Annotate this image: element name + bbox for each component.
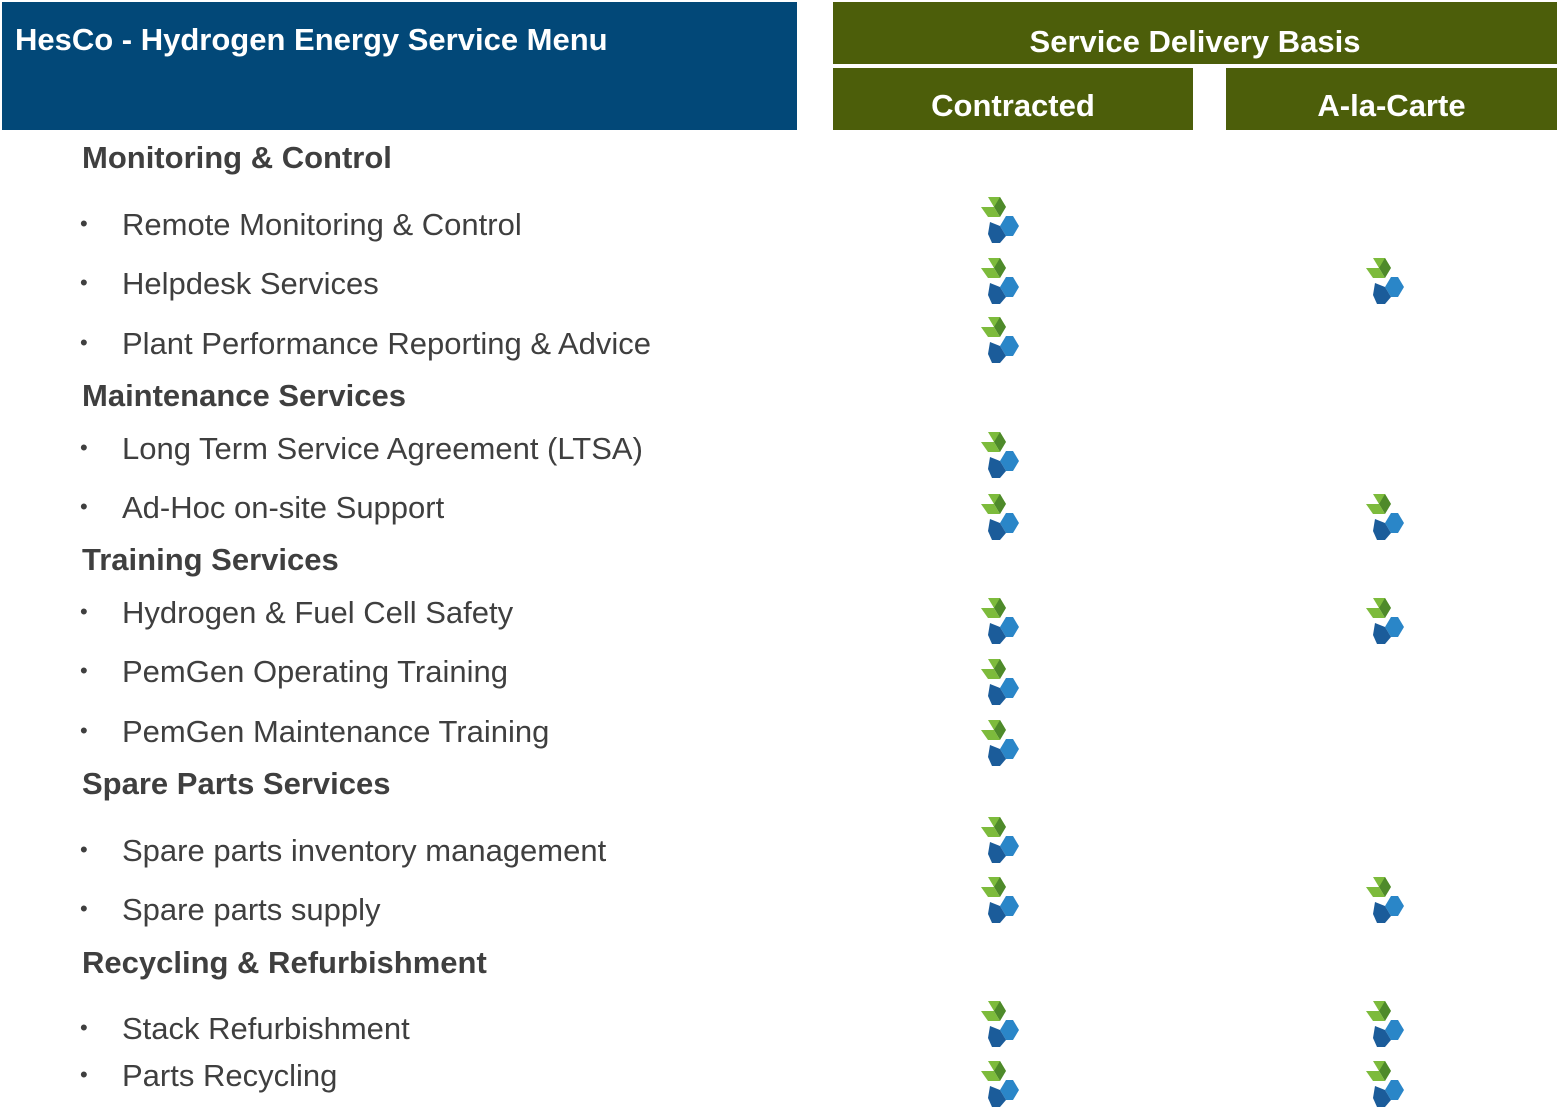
list-item: • Parts Recycling [80,1058,337,1094]
hesco-logo-icon [980,316,1020,364]
section-heading-training-services: Training Services [82,542,339,577]
list-item: • PemGen Maintenance Training [80,714,549,750]
bullet: • [80,270,88,295]
list-item-label: Ad-Hoc on-site Support [122,490,445,525]
section-heading-monitoring-control: Monitoring & Control [82,140,392,175]
list-item: • Stack Refurbishment [80,1011,410,1047]
list-item-label: Helpdesk Services [122,266,379,301]
column-header-a-la-carte: A-la-Carte [1226,68,1557,130]
bullet: • [80,330,88,355]
bullet: • [80,211,88,236]
hesco-logo-icon [1365,1000,1405,1048]
hesco-logo-icon [1365,597,1405,645]
list-item-label: Long Term Service Agreement (LTSA) [122,431,643,466]
hesco-logo-icon [1365,257,1405,305]
service-delivery-basis-header: Service Delivery Basis [833,2,1557,64]
list-item-label: Spare parts inventory management [122,833,607,868]
list-item-label: Spare parts supply [122,892,381,927]
list-item-label: Stack Refurbishment [122,1011,410,1046]
list-item: • Spare parts supply [80,892,380,928]
list-item: • Remote Monitoring & Control [80,207,522,243]
list-item: • Spare parts inventory management [80,833,606,869]
bullet: • [80,435,88,460]
bullet: • [80,1062,88,1087]
hesco-logo-icon [980,431,1020,479]
list-item-label: PemGen Maintenance Training [122,714,550,749]
hesco-logo-icon [1365,1060,1405,1108]
list-item: • Helpdesk Services [80,266,379,302]
hesco-logo-icon [980,597,1020,645]
list-item: • Long Term Service Agreement (LTSA) [80,431,643,467]
bullet: • [80,718,88,743]
hesco-logo-icon [1365,876,1405,924]
list-item-label: Hydrogen & Fuel Cell Safety [122,595,514,630]
hesco-logo-icon [980,876,1020,924]
hesco-logo-icon [1365,493,1405,541]
list-item: • Plant Performance Reporting & Advice [80,326,651,362]
hesco-logo-icon [980,719,1020,767]
list-item: • PemGen Operating Training [80,654,508,690]
column-header-contracted: Contracted [833,68,1193,130]
hesco-logo-icon [980,1060,1020,1108]
hesco-logo-icon [980,493,1020,541]
list-item-label: Parts Recycling [122,1058,338,1093]
bullet: • [80,494,88,519]
hesco-logo-icon [980,816,1020,864]
list-item: • Hydrogen & Fuel Cell Safety [80,595,513,631]
hesco-logo-icon [980,257,1020,305]
hesco-logo-icon [980,658,1020,706]
bullet: • [80,1015,88,1040]
list-item: • Ad-Hoc on-site Support [80,490,444,526]
section-heading-recycling-refurbishment: Recycling & Refurbishment [82,945,487,980]
page-title: HesCo - Hydrogen Energy Service Menu [2,2,797,130]
list-item-label: Plant Performance Reporting & Advice [122,326,651,361]
section-heading-spare-parts-services: Spare Parts Services [82,766,391,801]
bullet: • [80,837,88,862]
hesco-logo-icon [980,196,1020,244]
list-item-label: PemGen Operating Training [122,654,508,689]
section-heading-maintenance-services: Maintenance Services [82,378,406,413]
bullet: • [80,896,88,921]
list-item-label: Remote Monitoring & Control [122,207,522,242]
bullet: • [80,599,88,624]
hesco-logo-icon [980,1000,1020,1048]
bullet: • [80,658,88,683]
